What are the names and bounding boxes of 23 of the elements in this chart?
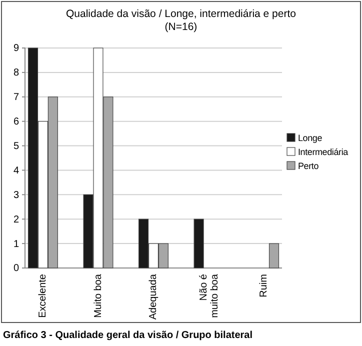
bar: [268, 243, 280, 268]
legend-label: Perto: [298, 161, 319, 171]
x-tick-label: Não é muito boa: [198, 274, 220, 318]
text: Gráfico 3 - Qualidade geral da visão / Grupo bilateral: [3, 330, 253, 341]
y-tick-label: 3: [13, 190, 20, 201]
x-tick-label: Muito boa: [92, 274, 104, 318]
x-tick-label: Excelente: [38, 274, 49, 318]
chart-subtitle: (N=16): [164, 21, 198, 33]
y-tick-label: 5: [13, 140, 20, 152]
x-tick-label: Adequada: [148, 274, 160, 320]
chart-title: Qualidade da visão / Longe, intermediária e perto: [66, 8, 296, 20]
y-tick-label: 2: [13, 214, 20, 226]
y-tick-label: 0: [13, 263, 20, 274]
y-tick-label: 4: [13, 165, 20, 176]
bar: [194, 218, 204, 268]
x-tick-label: Ruim: [258, 274, 270, 298]
y-tick-label: 9: [13, 43, 20, 54]
y-tick-label: 1: [13, 238, 20, 250]
legend-label: Intermediária: [298, 147, 348, 157]
y-tick-label: 7: [13, 92, 20, 104]
y-tick-label: 8: [13, 68, 20, 79]
y-tick-label: 6: [13, 116, 20, 128]
legend-label: Longe: [298, 133, 322, 143]
